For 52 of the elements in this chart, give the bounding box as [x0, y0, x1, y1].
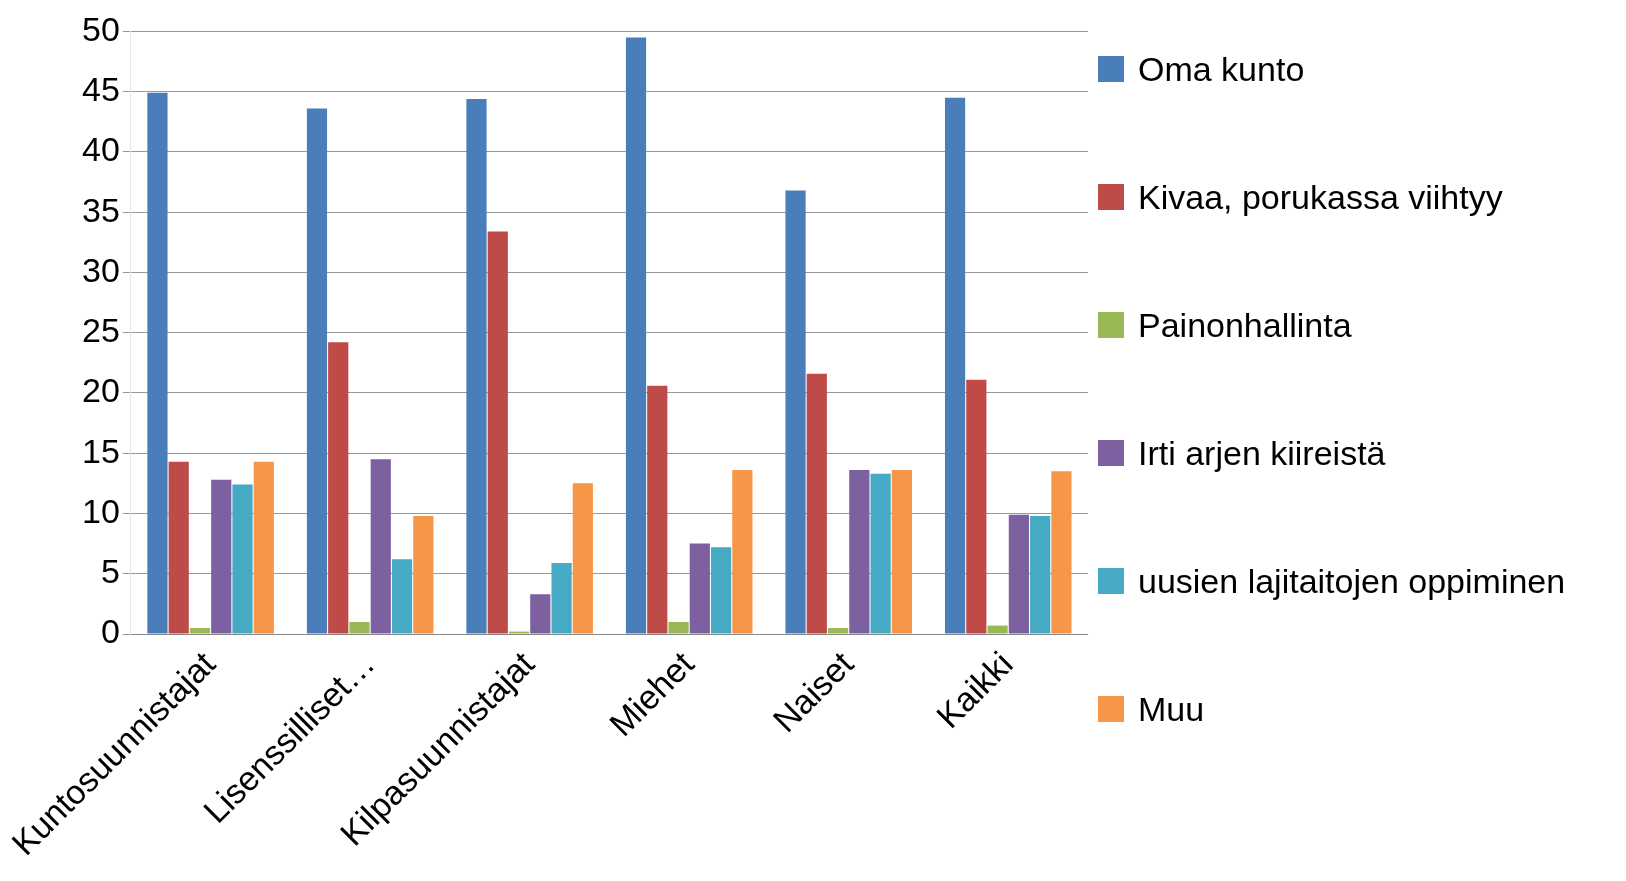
- bar: [827, 627, 849, 634]
- legend-label: Kivaa, porukassa viihtyy: [1138, 177, 1503, 218]
- bar: [168, 461, 189, 634]
- bar: [806, 373, 827, 634]
- legend-label: uusien lajitaitojen oppiminen: [1138, 561, 1566, 602]
- bar: [349, 621, 370, 634]
- bar: [1008, 514, 1029, 634]
- bar: [413, 515, 434, 634]
- y-tick-label: 35: [82, 190, 120, 229]
- legend-label: Painonhallinta: [1138, 305, 1352, 346]
- y-tick-label: 20: [82, 371, 120, 410]
- y-tick-label: 45: [82, 70, 120, 109]
- bar: [647, 385, 668, 634]
- legend-label: Oma kunto: [1138, 49, 1305, 90]
- y-tick-label: 10: [82, 491, 120, 530]
- bar: [891, 470, 912, 634]
- bar: [625, 37, 647, 634]
- bar: [551, 562, 572, 634]
- y-tick-label: 5: [100, 552, 120, 591]
- bar: [870, 473, 891, 634]
- bar: [232, 484, 253, 634]
- bar: [487, 231, 508, 634]
- bar: [668, 621, 689, 634]
- bar: [572, 483, 593, 634]
- bar: [147, 92, 168, 634]
- bar: [732, 470, 753, 634]
- bar: [306, 108, 328, 634]
- bar: [987, 625, 1008, 634]
- bar: [849, 470, 870, 634]
- bar: [370, 459, 391, 634]
- y-tick-label: 0: [100, 612, 120, 651]
- legend-label: Irti arjen kiireistä: [1138, 433, 1386, 474]
- y-tick-label: 30: [82, 250, 120, 289]
- y-tick-label: 40: [82, 130, 120, 169]
- bar: [211, 479, 232, 634]
- bar: [253, 461, 274, 634]
- bar: [966, 379, 987, 634]
- bar: [689, 543, 710, 634]
- bar: [189, 627, 211, 634]
- bar: [944, 97, 966, 634]
- y-tick-label: 50: [82, 9, 120, 48]
- bar: [710, 547, 732, 634]
- bar: [328, 342, 349, 634]
- y-tick-label: 15: [82, 431, 120, 470]
- bar: [1030, 515, 1051, 634]
- y-tick-label: 25: [82, 311, 120, 350]
- legend-label: Muu: [1138, 689, 1205, 730]
- bar: [391, 559, 413, 634]
- bar: [1051, 471, 1072, 634]
- bar: [530, 594, 551, 634]
- bar: [785, 190, 806, 634]
- bar: [466, 98, 487, 634]
